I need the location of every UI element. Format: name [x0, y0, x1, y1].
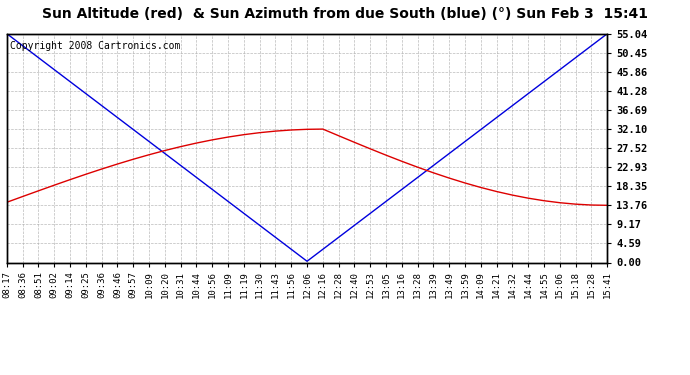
Text: Sun Altitude (red)  & Sun Azimuth from due South (blue) (°) Sun Feb 3  15:41: Sun Altitude (red) & Sun Azimuth from du… — [42, 8, 648, 21]
Text: Copyright 2008 Cartronics.com: Copyright 2008 Cartronics.com — [10, 40, 180, 51]
